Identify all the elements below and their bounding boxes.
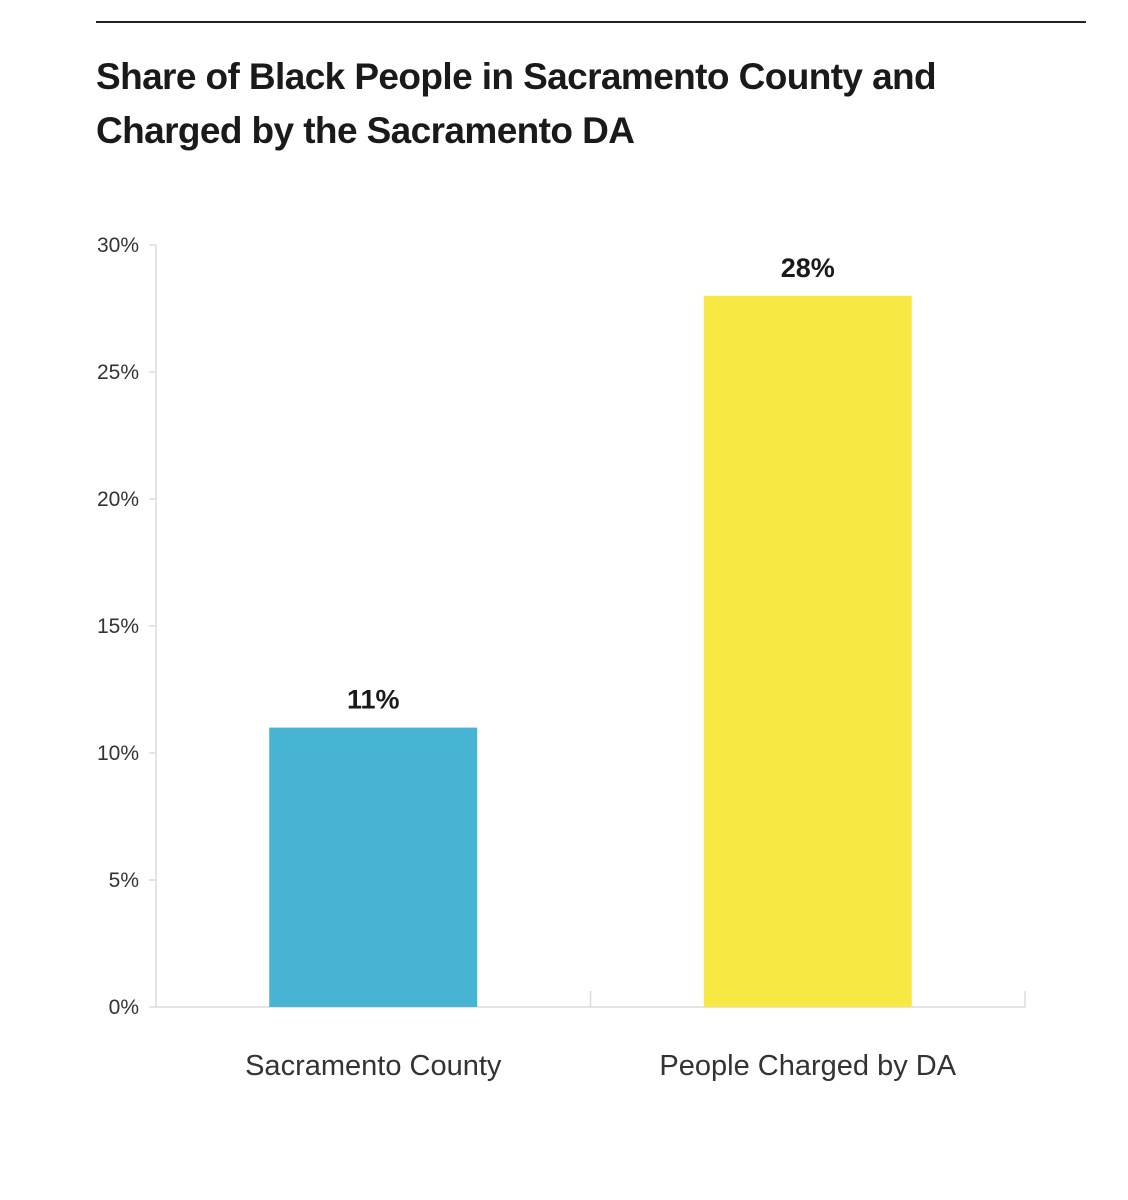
top-rule	[96, 21, 1086, 23]
chart-title: Share of Black People in Sacramento Coun…	[96, 56, 937, 151]
y-tick-label: 10%	[97, 742, 139, 765]
bar-2	[703, 295, 912, 1007]
category-label-1: Sacramento County	[245, 1050, 502, 1082]
y-tick-label: 0%	[109, 996, 139, 1019]
axis-layer: 0% 5% 10% 15% 20% 25% 30%	[97, 234, 1026, 1019]
y-tick-label: 30%	[97, 234, 139, 257]
data-label-1: 11%	[347, 685, 400, 715]
bar-1	[269, 727, 478, 1007]
category-label-2: People Charged by DA	[659, 1050, 956, 1082]
y-tick-label: 25%	[97, 361, 139, 384]
label-layer: 11% Sacramento County 28% People Charged by…	[245, 253, 957, 1082]
y-tick-label: 20%	[97, 488, 139, 511]
y-tick-label: 15%	[97, 615, 139, 638]
data-label-2: 28%	[781, 253, 835, 283]
bar-layer	[269, 295, 912, 1007]
y-tick-label: 5%	[109, 869, 139, 892]
